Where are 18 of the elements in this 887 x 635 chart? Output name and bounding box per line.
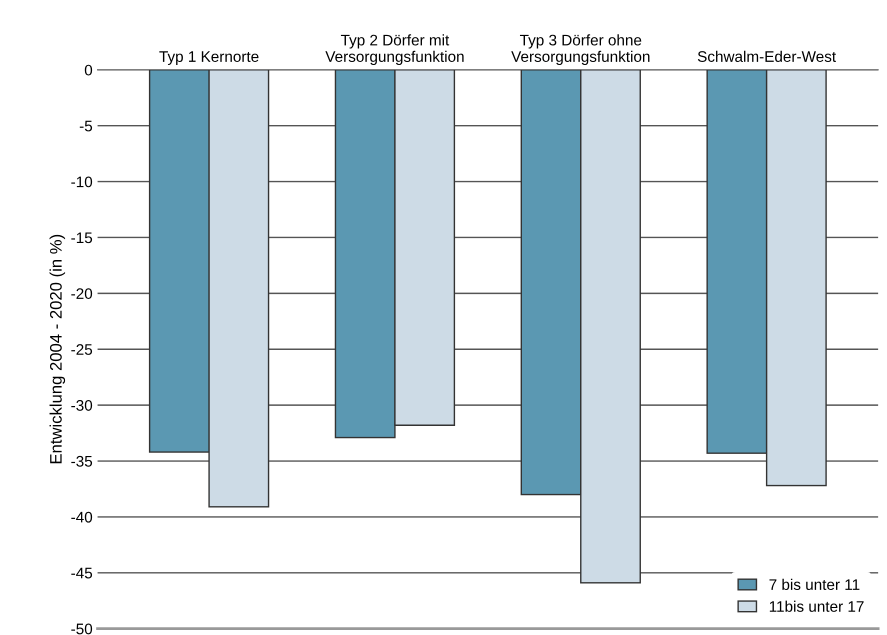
y-tick-label: -50 — [71, 624, 92, 634]
y-tick-label: 0 — [84, 64, 92, 76]
y-axis-title: Entwicklung 2004 - 2020 (in %) — [50, 234, 66, 464]
x-tick-label: Typ 3 Dörfer ohne Versorgungsfunktion — [511, 34, 650, 65]
x-tick-label: Typ 1 Kernorte — [159, 51, 259, 65]
y-tick-label: -45 — [71, 568, 92, 578]
y-tick-label: -10 — [71, 176, 92, 188]
y-tick-label: -20 — [71, 288, 92, 300]
x-tick-label: Typ 2 Dörfer mit Versorgungsfunktion — [325, 34, 464, 65]
y-tick-label: -5 — [80, 120, 92, 132]
y-tick-label: -30 — [71, 400, 92, 411]
legend-label: 7 bis unter 11 — [769, 578, 860, 590]
x-tick-label: Schwalm-Eder-West — [698, 50, 836, 62]
legend-label: 11bis unter 17 — [770, 600, 864, 612]
y-tick-label: -40 — [71, 512, 92, 523]
y-tick-label: -15 — [71, 232, 92, 244]
y-tick-label: -35 — [71, 456, 92, 467]
y-tick-label: -25 — [71, 344, 92, 355]
